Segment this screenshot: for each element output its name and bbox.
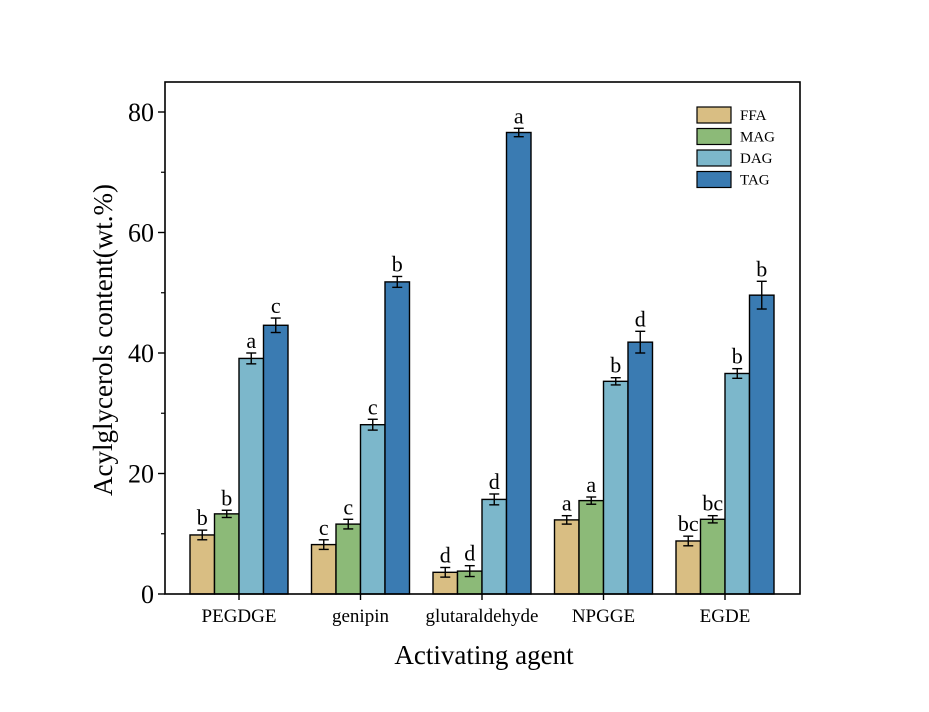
- y-tick-label: 60: [128, 219, 154, 248]
- significance-label: c: [343, 494, 353, 519]
- x-tick-label: genipin: [332, 606, 389, 627]
- error-bar-tag-pegdge: [270, 317, 281, 334]
- bar-dag-genipin: [359, 423, 386, 595]
- x-tick-label: NPGGE: [572, 606, 635, 627]
- significance-label: b: [732, 344, 743, 369]
- error-bar-dag-glutaraldehyde: [489, 493, 500, 506]
- significance-label: c: [271, 293, 281, 318]
- legend-label-mag: MAG: [740, 130, 775, 146]
- legend-label-ffa: FFA: [740, 108, 767, 124]
- bar-dag-npgge: [602, 380, 629, 595]
- y-tick-label: 0: [141, 580, 154, 609]
- legend-swatch-tag: [696, 170, 732, 189]
- significance-label: bc: [702, 491, 723, 516]
- significance-label: a: [562, 491, 572, 516]
- error-bar-tag-glutaraldehyde: [513, 127, 524, 138]
- error-bar-ffa-glutaraldehyde: [440, 566, 451, 578]
- error-bar-dag-genipin: [367, 418, 378, 431]
- bar-ffa-npgge: [553, 519, 580, 595]
- significance-label: d: [440, 542, 451, 567]
- bar-mag-genipin: [335, 523, 362, 595]
- x-tick-label: glutaraldehyde: [426, 606, 539, 627]
- error-bar-dag-npgge: [610, 377, 621, 386]
- x-axis-label: Activating agent: [394, 640, 574, 670]
- error-bar-dag-egde: [732, 367, 743, 380]
- legend-swatch-dag: [696, 149, 732, 167]
- significance-label: c: [319, 515, 329, 540]
- bar-mag-pegdge: [213, 513, 240, 595]
- y-axis: 0 20 40 60 80: [128, 98, 165, 609]
- y-tick-label: 40: [128, 339, 154, 368]
- bar-mag-npgge: [578, 499, 605, 595]
- error-bar-dag-pegdge: [246, 352, 257, 365]
- error-bar-mag-pegdge: [221, 509, 232, 519]
- error-bars-layer: [197, 127, 767, 578]
- significance-label: d: [489, 469, 500, 494]
- bar-ffa-genipin: [310, 543, 337, 595]
- y-tick-label: 20: [128, 460, 154, 489]
- significance-label: b: [197, 505, 208, 530]
- legend-swatch-ffa: [696, 106, 732, 124]
- error-bar-mag-genipin: [343, 518, 354, 530]
- bar-tag-pegdge: [262, 324, 289, 595]
- significance-label: c: [368, 394, 378, 419]
- error-bar-ffa-pegdge: [197, 529, 208, 541]
- bar-ffa-pegdge: [189, 534, 216, 595]
- error-bar-ffa-npgge: [561, 514, 572, 525]
- x-tick-label: PEGDGE: [202, 606, 277, 627]
- error-bar-mag-npgge: [586, 496, 597, 505]
- bar-mag-egde: [699, 518, 726, 595]
- legend-item-ffa: FFA: [696, 106, 767, 124]
- bar-tag-glutaraldehyde: [505, 131, 532, 595]
- error-bar-tag-egde: [756, 280, 767, 310]
- significance-label: a: [514, 103, 524, 128]
- error-bar-tag-genipin: [392, 275, 403, 289]
- significance-label: b: [221, 485, 232, 510]
- legend-item-tag: TAG: [696, 170, 770, 189]
- bar-dag-pegdge: [238, 357, 265, 595]
- significance-label: d: [464, 541, 475, 566]
- bar-tag-genipin: [384, 281, 411, 595]
- significance-label: a: [586, 472, 596, 497]
- bar-ffa-egde: [675, 540, 702, 595]
- legend-swatch-mag: [696, 127, 732, 146]
- significance-label: bc: [678, 511, 699, 536]
- error-bar-ffa-egde: [683, 535, 694, 547]
- significance-label: b: [610, 353, 621, 378]
- significance-label: b: [756, 256, 767, 281]
- error-bar-mag-egde: [707, 514, 718, 524]
- legend-item-dag: DAG: [696, 149, 773, 167]
- bar-tag-npgge: [627, 341, 654, 595]
- significance-label: b: [392, 251, 403, 276]
- legend-item-mag: MAG: [696, 127, 775, 146]
- error-bar-ffa-genipin: [318, 539, 329, 551]
- y-axis-label: Acylglycerols content(wt.%): [88, 184, 118, 496]
- x-tick-label: EGDE: [700, 606, 751, 627]
- x-axis: PEGDGE genipin glutaraldehyde NPGGE EGDE: [202, 594, 751, 627]
- error-bar-tag-npgge: [635, 330, 646, 354]
- legend-label-dag: DAG: [740, 151, 773, 167]
- legend-label-tag: TAG: [740, 173, 770, 189]
- bar-dag-egde: [724, 372, 751, 595]
- bar-dag-glutaraldehyde: [481, 498, 508, 595]
- significance-label: a: [246, 328, 256, 353]
- y-tick-label: 80: [128, 98, 154, 127]
- bar-tag-egde: [748, 294, 775, 595]
- significance-label: d: [635, 306, 646, 331]
- legend: FFA MAG DAG TAG: [696, 106, 775, 189]
- error-bar-mag-glutaraldehyde: [464, 564, 475, 578]
